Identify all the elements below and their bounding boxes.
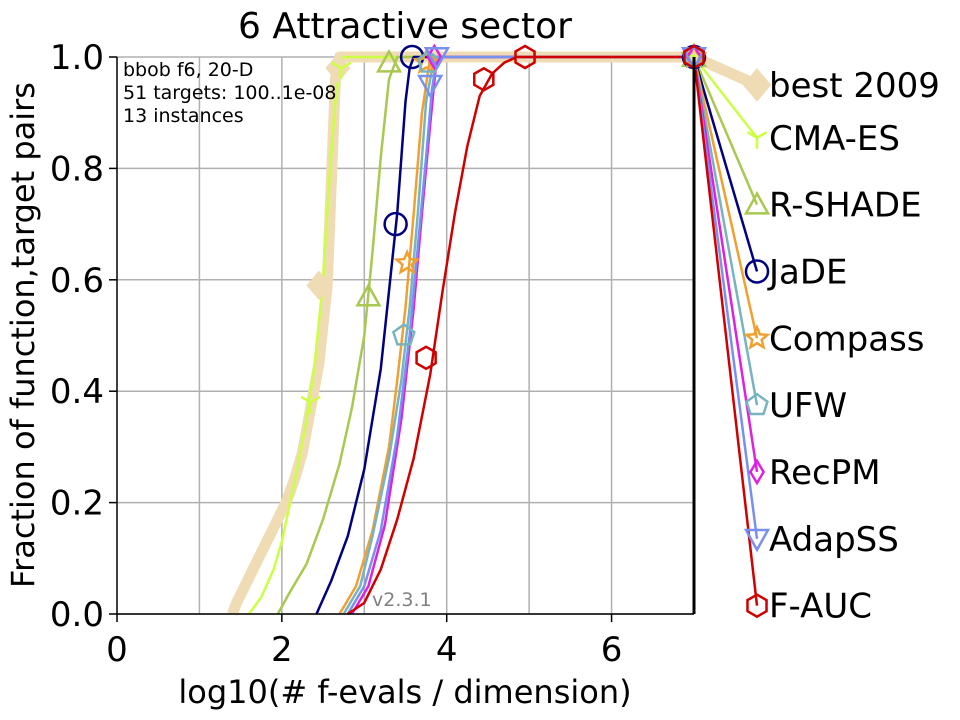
legend-label-best-2009: best 2009	[769, 66, 940, 106]
legend-connector	[692, 56, 759, 206]
x-axis-label: log10(# f-evals / dimension)	[178, 673, 631, 711]
series-markers	[300, 42, 708, 414]
legend-marker-jade	[744, 259, 770, 284]
legend-marker-compass	[743, 324, 771, 350]
x-tick-label: 0	[106, 630, 128, 670]
series-lines	[227, 51, 760, 616]
legend-label-adapss: AdapSS	[769, 520, 899, 560]
y-tick-label: 1.0	[50, 38, 104, 78]
legend-marker-best-2009	[742, 68, 772, 102]
legend-marker-r-shade	[743, 191, 771, 215]
marker-cma-es	[300, 395, 321, 414]
series-line-r-shade	[276, 55, 694, 615]
info-line: 51 targets: 100..1e-08	[123, 82, 336, 104]
x-tick-label: 4	[436, 630, 458, 670]
chart-title: 6 Attractive sector	[238, 6, 572, 47]
legend-label-compass: Compass	[769, 319, 925, 359]
legend-label-jade: JaDE	[767, 252, 848, 292]
marker-cma-es	[331, 61, 352, 80]
y-tick-label: 0.8	[50, 149, 104, 189]
marker-f-auc	[473, 66, 495, 92]
series-line-ufw	[342, 55, 694, 615]
legend-connector	[693, 56, 758, 139]
y-tick-label: 0.4	[50, 372, 104, 412]
legend-label-f-auc: F-AUC	[769, 587, 872, 627]
marker-ufw	[416, 50, 441, 73]
legend-marker-f-auc	[746, 593, 768, 619]
marker-jade	[383, 211, 408, 237]
marker-f-auc	[514, 44, 536, 70]
series-line-adapss	[346, 55, 694, 615]
marker-arm	[746, 131, 758, 139]
series-line-best-2009	[227, 51, 694, 616]
legend: best 2009 CMA-ES R-SHADE JaDE Compass UFW RecP…	[742, 66, 940, 627]
info-line: 13 instances	[123, 105, 244, 127]
marker-best-2009	[306, 270, 332, 301]
legend-label-ufw: UFW	[769, 386, 847, 426]
legend-connector	[692, 56, 759, 539]
x-tick-label: 2	[271, 630, 293, 670]
legend-marker-ufw	[745, 392, 769, 416]
y-tick-label: 0.6	[50, 261, 104, 301]
legend-marker-cma-es	[746, 131, 768, 149]
legend-label-recpm: RecPM	[769, 453, 881, 493]
marker-r-shade	[355, 282, 382, 307]
x-tick-label: 6	[601, 630, 623, 670]
marker-ufw	[391, 322, 416, 346]
y-tick-label: 0.0	[50, 595, 104, 635]
marker-adapss	[680, 46, 708, 71]
marker-arm	[310, 395, 321, 404]
marker-arm	[300, 395, 312, 404]
legend-connector	[692, 56, 759, 339]
marker-arm	[331, 61, 342, 70]
legend-marker-recpm	[748, 458, 766, 486]
marker-arm	[756, 131, 768, 139]
marker-compass	[393, 248, 421, 275]
marker-r-shade	[375, 48, 403, 73]
legend-label-cma-es: CMA-ES	[769, 119, 900, 159]
marker-best-2009	[325, 53, 351, 83]
y-axis-label: Fraction of function,target pairs	[4, 82, 42, 588]
marker-adapss	[423, 46, 450, 71]
marker-adapss	[417, 74, 444, 99]
series-line-jade	[315, 55, 694, 615]
y-tick-label: 0.2	[50, 484, 104, 524]
info-line: bbob f6, 20-D	[123, 59, 253, 81]
legend-marker-adapss	[743, 528, 771, 553]
legend-connector	[692, 56, 759, 606]
marker-arm	[340, 61, 352, 70]
series-line-f-auc	[347, 55, 694, 616]
legend-connector	[692, 56, 759, 406]
axes: 0 2 4 6 0.0 0.2 0.4 0.6 0.8 1.0	[50, 38, 696, 670]
legend-label-r-shade: R-SHADE	[769, 186, 922, 226]
marker-f-auc	[415, 345, 437, 371]
version-label: v2.3.1	[372, 589, 432, 611]
legend-connector	[692, 56, 759, 272]
series-line-cma-es	[247, 55, 694, 615]
